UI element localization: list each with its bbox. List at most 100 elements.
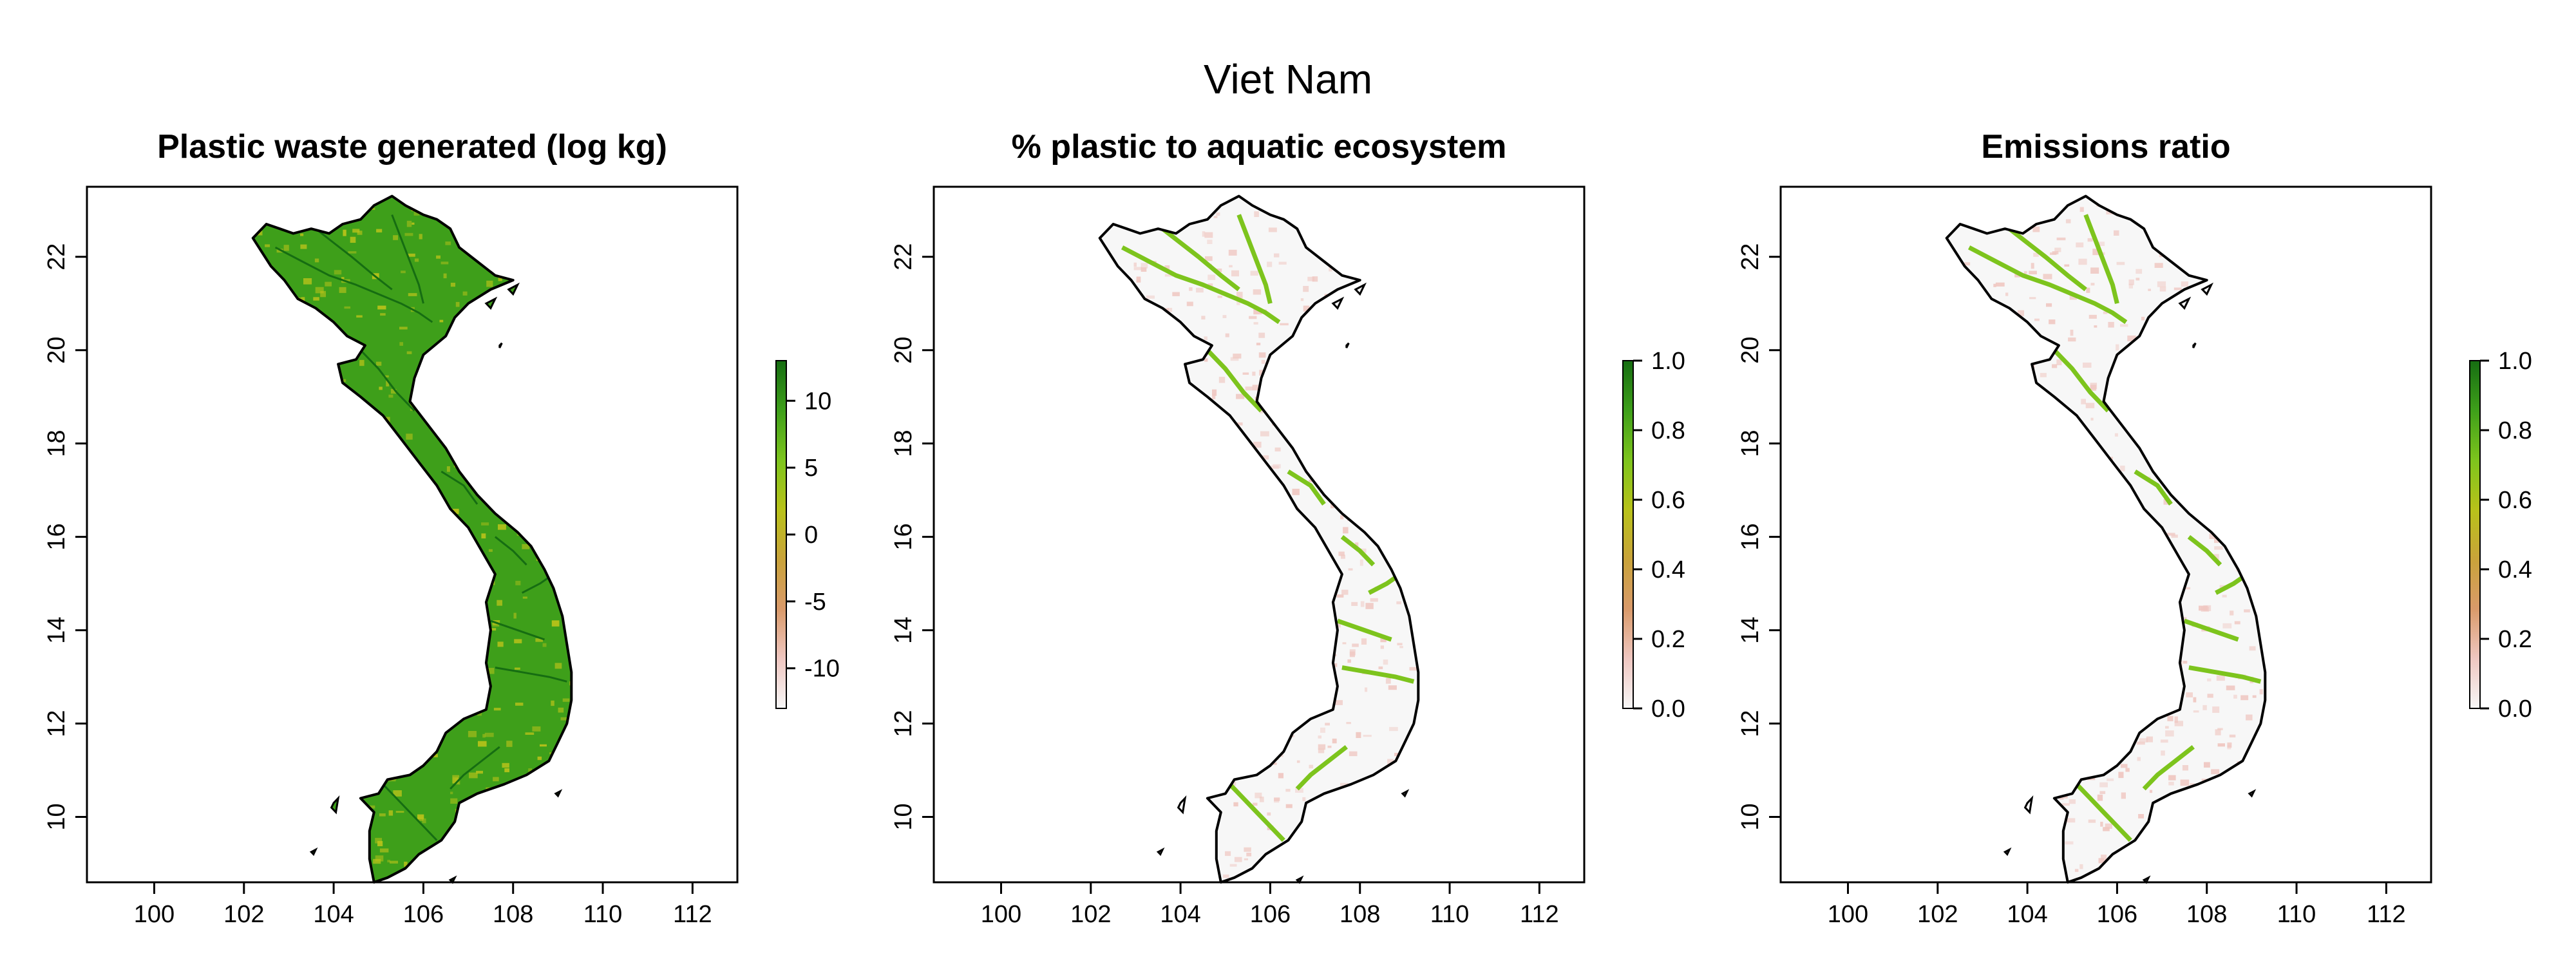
river-line — [2134, 469, 2173, 506]
river-line — [1206, 348, 1264, 413]
river-line — [1295, 745, 1348, 791]
x-tick-label: 104 — [2007, 901, 2047, 928]
island — [2192, 342, 2197, 348]
river-line — [359, 349, 415, 412]
island — [1295, 875, 1304, 884]
river-line — [1121, 245, 1281, 325]
y-tick-label: 16 — [890, 523, 917, 550]
legend-tick-label: 1.0 — [1651, 348, 1685, 375]
color-legend: 10 5 0 -5 -10 — [775, 360, 840, 709]
river-line — [1340, 535, 1376, 567]
island — [1156, 847, 1165, 857]
legend-tick-label: 5 — [804, 455, 818, 482]
y-tick-label: 14 — [890, 616, 917, 643]
legend-tick-label: 1.0 — [2498, 348, 2532, 375]
island — [498, 342, 503, 348]
island — [1331, 296, 1345, 310]
river-line — [1967, 245, 2128, 325]
x-tick-label: 112 — [673, 901, 712, 928]
y-tick-label: 12 — [43, 710, 70, 737]
x-tick-label: 106 — [403, 901, 444, 928]
x-tick-label: 104 — [313, 901, 354, 928]
legend-tick-label: 0.0 — [2498, 696, 2532, 723]
country-fill — [1099, 196, 1419, 882]
x-tick-label: 110 — [2277, 901, 2316, 928]
river-line — [450, 746, 500, 790]
legend-bar — [1622, 360, 1634, 709]
x-tick-label: 102 — [223, 901, 264, 928]
y-tick-label: 22 — [43, 243, 70, 270]
plot-frame — [1779, 185, 2432, 884]
island — [2178, 296, 2192, 310]
legend-tick-label: 10 — [804, 388, 831, 415]
x-tick-label: 108 — [493, 901, 533, 928]
river-line — [1236, 214, 1273, 305]
island — [1354, 282, 1367, 296]
y-tick-label: 14 — [1737, 616, 1764, 643]
coastline — [251, 194, 573, 884]
x-tick-label: 100 — [981, 901, 1021, 928]
y-tick-label: 16 — [43, 523, 70, 550]
x-tick-label: 100 — [134, 901, 175, 928]
y-tick-label: 18 — [1737, 430, 1764, 457]
island — [1401, 789, 1410, 798]
legend-tick-label: 0.4 — [2498, 556, 2532, 583]
x-tick-label: 112 — [1520, 901, 1559, 928]
x-tick-label: 106 — [1250, 901, 1291, 928]
figure-title: Viet Nam — [1204, 56, 1372, 102]
legend-tick-label: 0.2 — [2498, 626, 2532, 653]
y-tick-label: 10 — [1737, 803, 1764, 830]
river-line — [315, 228, 393, 290]
plot-frame — [933, 185, 1586, 884]
y-tick-label: 22 — [890, 243, 917, 270]
y-tick-label: 18 — [43, 430, 70, 457]
y-tick-label: 10 — [43, 803, 70, 830]
island — [1177, 795, 1187, 815]
x-tick-label: 102 — [1070, 901, 1111, 928]
map-panel-3: Emissions ratio 100 102 104 106 108 110 112 10 12… — [1737, 128, 2532, 928]
island — [1345, 342, 1350, 348]
y-tick-label: 20 — [890, 337, 917, 364]
legend-tick-label: 0.2 — [1651, 626, 1685, 653]
x-tick-label: 106 — [2097, 901, 2137, 928]
legend-tick-label: 0 — [804, 522, 818, 549]
island — [2201, 282, 2214, 296]
legend-bar — [2469, 360, 2481, 709]
legend-tick-label: -5 — [804, 589, 826, 616]
legend-tick-label: 0.8 — [1651, 417, 1685, 444]
plot-frame — [86, 185, 739, 884]
legend-tick-label: 0.0 — [1651, 696, 1685, 723]
river-line — [2052, 348, 2110, 413]
color-legend: 1.0 0.8 0.6 0.4 0.2 0.0 — [2469, 348, 2532, 723]
x-tick-label: 100 — [1828, 901, 1868, 928]
river-line — [1228, 782, 1285, 842]
panel-title: Plastic waste generated (log kg) — [157, 128, 667, 166]
x-tick-label: 110 — [1430, 901, 1470, 928]
river-line — [2083, 214, 2119, 305]
river-line — [1336, 618, 1392, 642]
map-panel-1: Plastic waste generated (log kg)100 102 10… — [43, 128, 840, 928]
island — [554, 789, 563, 798]
x-tick-label: 108 — [1340, 901, 1380, 928]
river-line — [1287, 469, 1326, 506]
river-line — [1161, 227, 1240, 292]
island — [2003, 847, 2012, 857]
panels: Plastic waste generated (log kg)100 102 10… — [43, 128, 2532, 928]
legend-tick-label: -10 — [804, 656, 840, 683]
x-tick-label: 110 — [583, 901, 623, 928]
y-tick-label: 16 — [1737, 523, 1764, 550]
river-line — [2142, 745, 2195, 791]
y-tick-label: 14 — [43, 616, 70, 643]
country-fill — [252, 196, 572, 882]
coastline — [1098, 194, 1420, 884]
river-line — [2188, 665, 2262, 684]
legend-tick-label: 0.6 — [1651, 487, 1685, 514]
y-tick-label: 10 — [890, 803, 917, 830]
y-tick-label: 12 — [1737, 710, 1764, 737]
river-line — [494, 536, 527, 566]
island — [484, 296, 498, 310]
x-tick-label: 104 — [1160, 901, 1200, 928]
river-line — [274, 246, 433, 323]
island — [309, 847, 318, 857]
